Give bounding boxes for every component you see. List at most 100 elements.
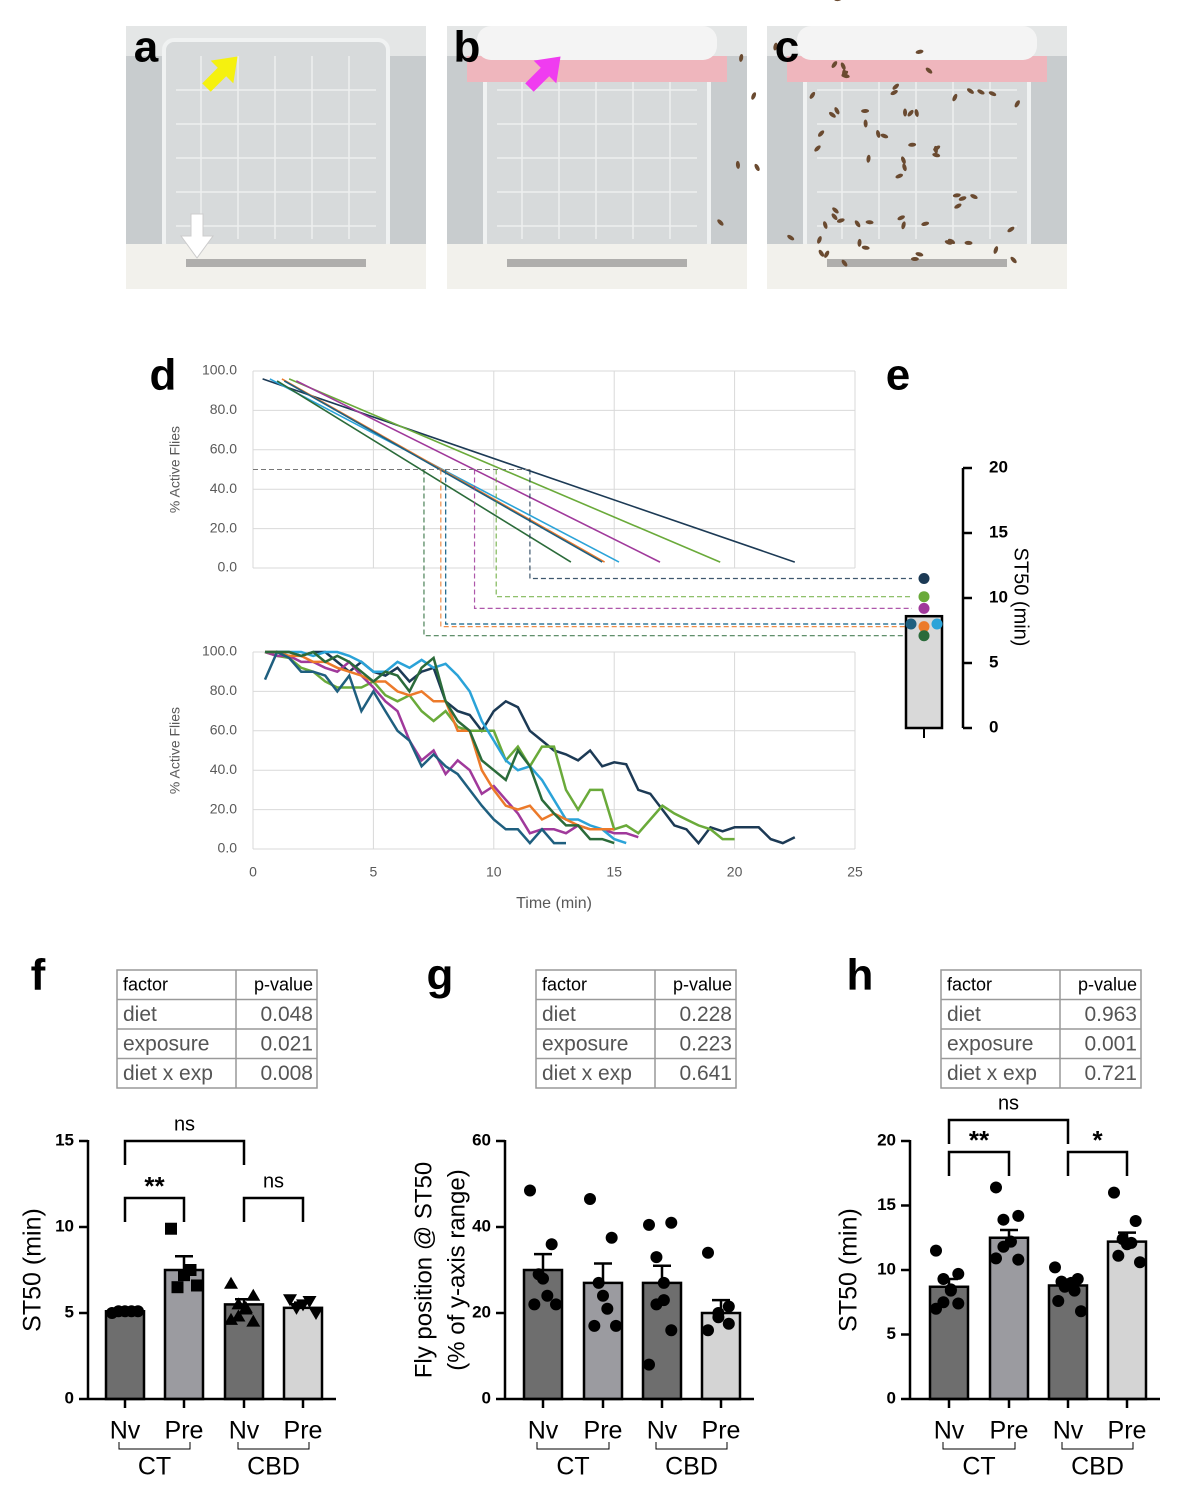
data-point — [550, 1298, 562, 1311]
group-label: CT — [556, 1453, 589, 1481]
data-point — [997, 1213, 1010, 1226]
fly — [1007, 226, 1015, 233]
x-tick-label: 20 — [727, 864, 743, 880]
fly — [910, 257, 919, 261]
fly — [817, 130, 825, 137]
fly — [773, 42, 778, 51]
data-point — [246, 1314, 261, 1327]
data-point — [165, 1222, 177, 1235]
significance-label: ns — [998, 1092, 1019, 1114]
shadow — [827, 259, 1007, 267]
group-label: CT — [962, 1453, 995, 1481]
fly — [966, 88, 974, 94]
st50-connector — [445, 469, 912, 625]
fly — [863, 119, 868, 128]
fly — [947, 238, 956, 245]
series-line — [265, 650, 615, 845]
series-line — [263, 650, 566, 846]
fly — [842, 69, 847, 78]
data-point — [584, 1193, 596, 1206]
fly — [754, 163, 760, 172]
y-axis-title: ST50 (min) — [19, 1208, 47, 1332]
st50-connector — [445, 469, 912, 625]
y-tick-label: 20.0 — [210, 800, 237, 816]
st50-connector — [423, 469, 912, 637]
y-axis-title: ST50 (min) — [1010, 548, 1032, 647]
table-cell: 0.721 — [1084, 1062, 1137, 1085]
y-tick-label: 5 — [887, 1324, 896, 1343]
data-point — [952, 1267, 965, 1280]
fly — [822, 221, 828, 229]
fly — [831, 213, 838, 221]
fly — [861, 245, 870, 250]
st50-connector — [440, 469, 912, 628]
data-point — [905, 618, 917, 630]
data-point — [171, 1281, 184, 1294]
error-bar — [175, 1254, 193, 1270]
data-point — [1129, 1214, 1142, 1227]
data-point — [918, 621, 930, 633]
table-cell: 0.021 — [260, 1032, 313, 1055]
data-point — [952, 1297, 965, 1310]
fly — [717, 219, 724, 226]
fly — [739, 53, 744, 62]
significance-bracket — [123, 1196, 186, 1222]
table-cell: 0.641 — [679, 1062, 732, 1085]
data-point — [283, 1294, 297, 1307]
data-point — [918, 573, 930, 584]
y-axis-title: Fly position @ ST50 — [410, 1162, 437, 1378]
data-point — [112, 1305, 125, 1318]
fly — [814, 145, 821, 152]
y-tick-label: 0.0 — [218, 840, 238, 856]
bar — [282, 1306, 324, 1401]
data-point — [918, 602, 930, 614]
group-bracket — [655, 1442, 728, 1450]
data-point — [224, 1276, 238, 1289]
group-label: CBD — [247, 1453, 300, 1481]
data-point — [918, 630, 930, 642]
y-tick-label: 100.0 — [202, 362, 237, 378]
group-label: CBD — [665, 1453, 718, 1481]
data-point — [302, 1295, 317, 1308]
data-point — [605, 1231, 618, 1244]
data-point — [296, 1299, 310, 1312]
significance-bracket — [947, 1118, 1070, 1144]
y-tick-label: 0 — [482, 1388, 491, 1407]
fly — [834, 0, 843, 2]
significance-label: ns — [263, 1170, 284, 1192]
data-point — [528, 1298, 541, 1311]
data-point — [650, 1251, 663, 1264]
x-tick-label: 25 — [847, 864, 863, 880]
panel-label: c — [775, 23, 799, 72]
data-point — [1068, 1284, 1081, 1297]
y-tick-label: 40.0 — [210, 761, 237, 777]
table-cell: exposure — [542, 1032, 628, 1055]
fly — [964, 240, 973, 245]
fly — [809, 91, 816, 99]
data-point — [931, 618, 943, 630]
fly — [866, 154, 871, 163]
fly — [954, 203, 962, 209]
group-label: CBD — [1071, 1453, 1124, 1481]
data-point — [1075, 1305, 1087, 1318]
data-point — [224, 1312, 238, 1325]
significance-bracket — [123, 1139, 246, 1165]
y-tick-label: 10 — [989, 587, 1008, 606]
data-point — [1012, 1253, 1025, 1266]
panel-label: h — [847, 951, 874, 1000]
x-tick-label: Pre — [702, 1417, 741, 1445]
fly — [880, 133, 889, 139]
y-tick-label: 40.0 — [210, 480, 237, 496]
fly — [944, 240, 953, 245]
data-point — [541, 1289, 554, 1302]
table-header: p-value — [1078, 975, 1137, 995]
fly — [970, 194, 978, 200]
table-cell: diet x exp — [542, 1062, 632, 1085]
data-point — [1125, 1236, 1138, 1249]
table-header: p-value — [254, 975, 313, 995]
fly — [921, 221, 930, 227]
arrow — [202, 56, 238, 92]
fly — [915, 49, 924, 54]
fly — [834, 107, 840, 115]
fly — [958, 196, 967, 201]
